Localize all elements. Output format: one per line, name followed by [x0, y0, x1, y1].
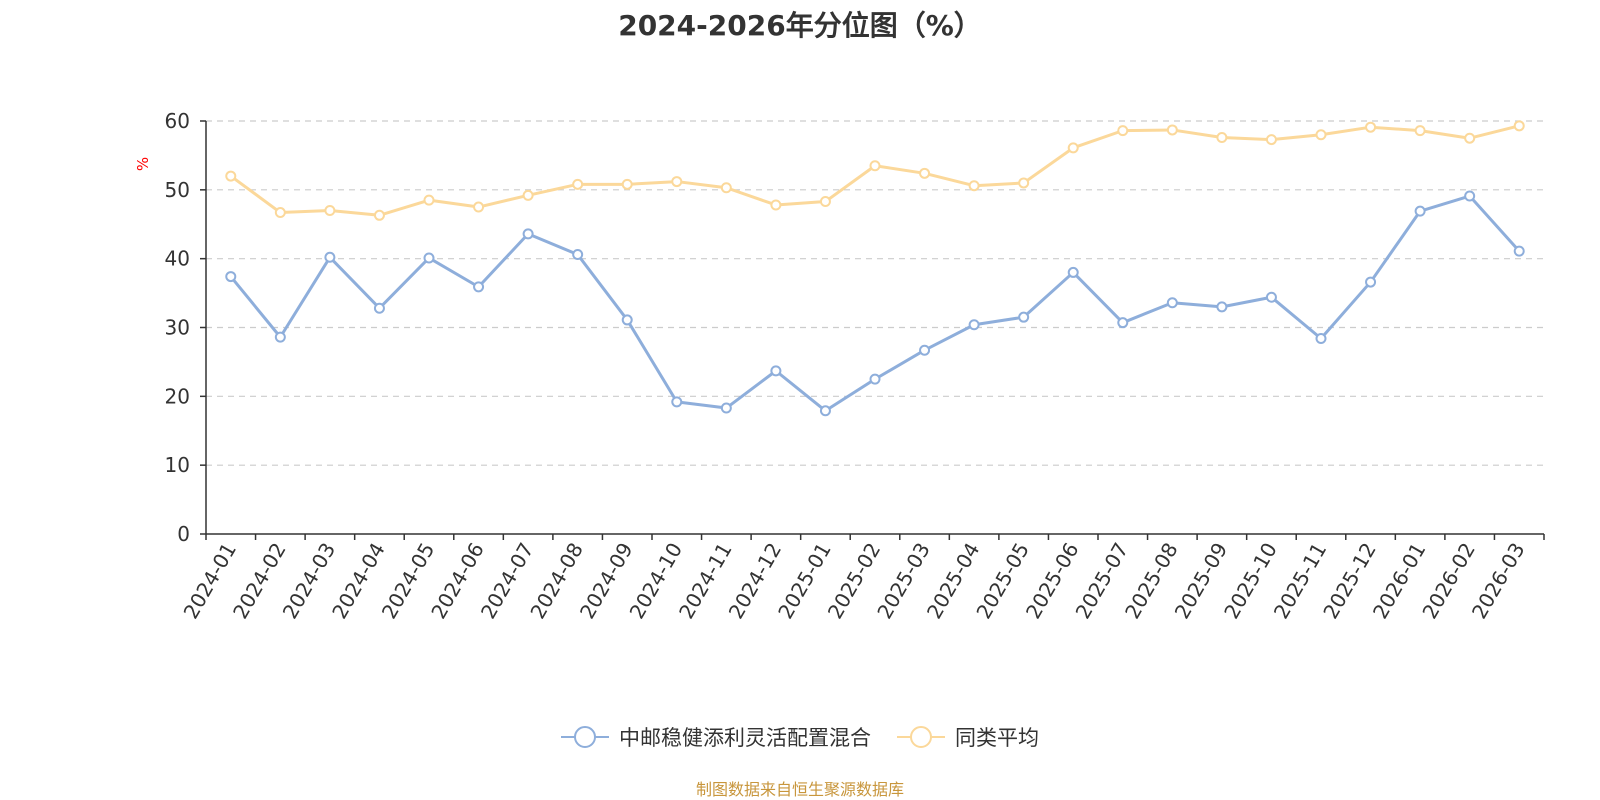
data-point-1 [274, 207, 286, 219]
data-point-1 [1166, 124, 1178, 136]
y-tick-label: 30 [165, 316, 190, 340]
data-point-0 [1067, 266, 1079, 278]
data-point-0 [1315, 333, 1327, 345]
data-point-1 [1018, 177, 1030, 189]
data-point-0 [572, 249, 584, 261]
data-point-1 [1216, 132, 1228, 144]
data-point-1 [1365, 121, 1377, 133]
line-chart: 01020304050602024-012024-022024-032024-0… [134, 109, 1545, 623]
data-point-1 [869, 160, 881, 172]
data-point-0 [274, 331, 286, 343]
data-point-1 [621, 178, 633, 190]
data-point-0 [522, 228, 534, 240]
data-point-1 [1315, 129, 1327, 141]
data-point-1 [671, 176, 683, 188]
axes: 01020304050602024-012024-022024-032024-0… [165, 109, 1545, 623]
y-axis-label: % [134, 157, 152, 171]
legend-item-average[interactable]: 同类平均 [897, 722, 1039, 752]
data-point-0 [1216, 301, 1228, 313]
data-point-1 [819, 196, 831, 208]
data-point-0 [770, 365, 782, 377]
data-point-0 [869, 373, 881, 385]
legend-label-average: 同类平均 [955, 726, 1039, 750]
data-point-0 [324, 251, 336, 263]
data-point-1 [1414, 125, 1426, 137]
data-point-0 [1513, 245, 1525, 257]
data-point-0 [1018, 311, 1030, 323]
data-point-1 [720, 182, 732, 194]
data-point-0 [819, 405, 831, 417]
data-point-0 [1464, 190, 1476, 202]
y-tick-label: 50 [165, 178, 190, 202]
data-point-0 [473, 281, 485, 293]
legend-label-fund: 中邮稳健添利灵活配置混合 [619, 726, 871, 750]
data-point-1 [473, 201, 485, 213]
y-tick-label: 20 [165, 384, 190, 408]
chart-title: 2024-2026年分位图（%） [618, 9, 982, 42]
data-point-0 [968, 319, 980, 331]
data-point-1 [1067, 142, 1079, 154]
data-point-0 [423, 252, 435, 264]
legend-item-fund[interactable]: 中邮稳健添利灵活配置混合 [561, 722, 871, 752]
data-point-0 [720, 402, 732, 414]
data-point-0 [225, 271, 237, 283]
data-point-0 [1365, 276, 1377, 288]
source-note: 制图数据来自恒生聚源数据库 [695, 780, 904, 799]
data-point-0 [1117, 317, 1129, 329]
data-point-1 [373, 209, 385, 221]
data-point-1 [919, 167, 931, 179]
series-layer [225, 120, 1525, 417]
legend: 中邮稳健添利灵活配置混合 同类平均 [0, 722, 1600, 752]
legend-swatch-fund [561, 726, 609, 748]
data-point-1 [423, 194, 435, 206]
data-point-1 [1513, 120, 1525, 132]
data-point-0 [919, 344, 931, 356]
y-tick-label: 40 [165, 247, 190, 271]
data-point-0 [671, 396, 683, 408]
grid-lines [206, 120, 1544, 466]
data-point-0 [373, 302, 385, 314]
data-point-1 [968, 180, 980, 192]
legend-swatch-average [897, 726, 945, 748]
y-tick-label: 0 [177, 522, 190, 546]
y-tick-label: 60 [165, 109, 190, 133]
data-point-1 [1117, 125, 1129, 137]
data-point-1 [770, 199, 782, 211]
data-point-0 [1414, 205, 1426, 217]
y-tick-label: 10 [165, 453, 190, 477]
data-point-1 [1265, 134, 1277, 146]
data-point-1 [1464, 132, 1476, 144]
data-point-0 [621, 314, 633, 326]
data-point-0 [1166, 297, 1178, 309]
data-point-1 [572, 178, 584, 190]
data-point-1 [522, 189, 534, 201]
data-point-0 [1265, 291, 1277, 303]
data-point-1 [225, 170, 237, 182]
data-point-1 [324, 204, 336, 216]
